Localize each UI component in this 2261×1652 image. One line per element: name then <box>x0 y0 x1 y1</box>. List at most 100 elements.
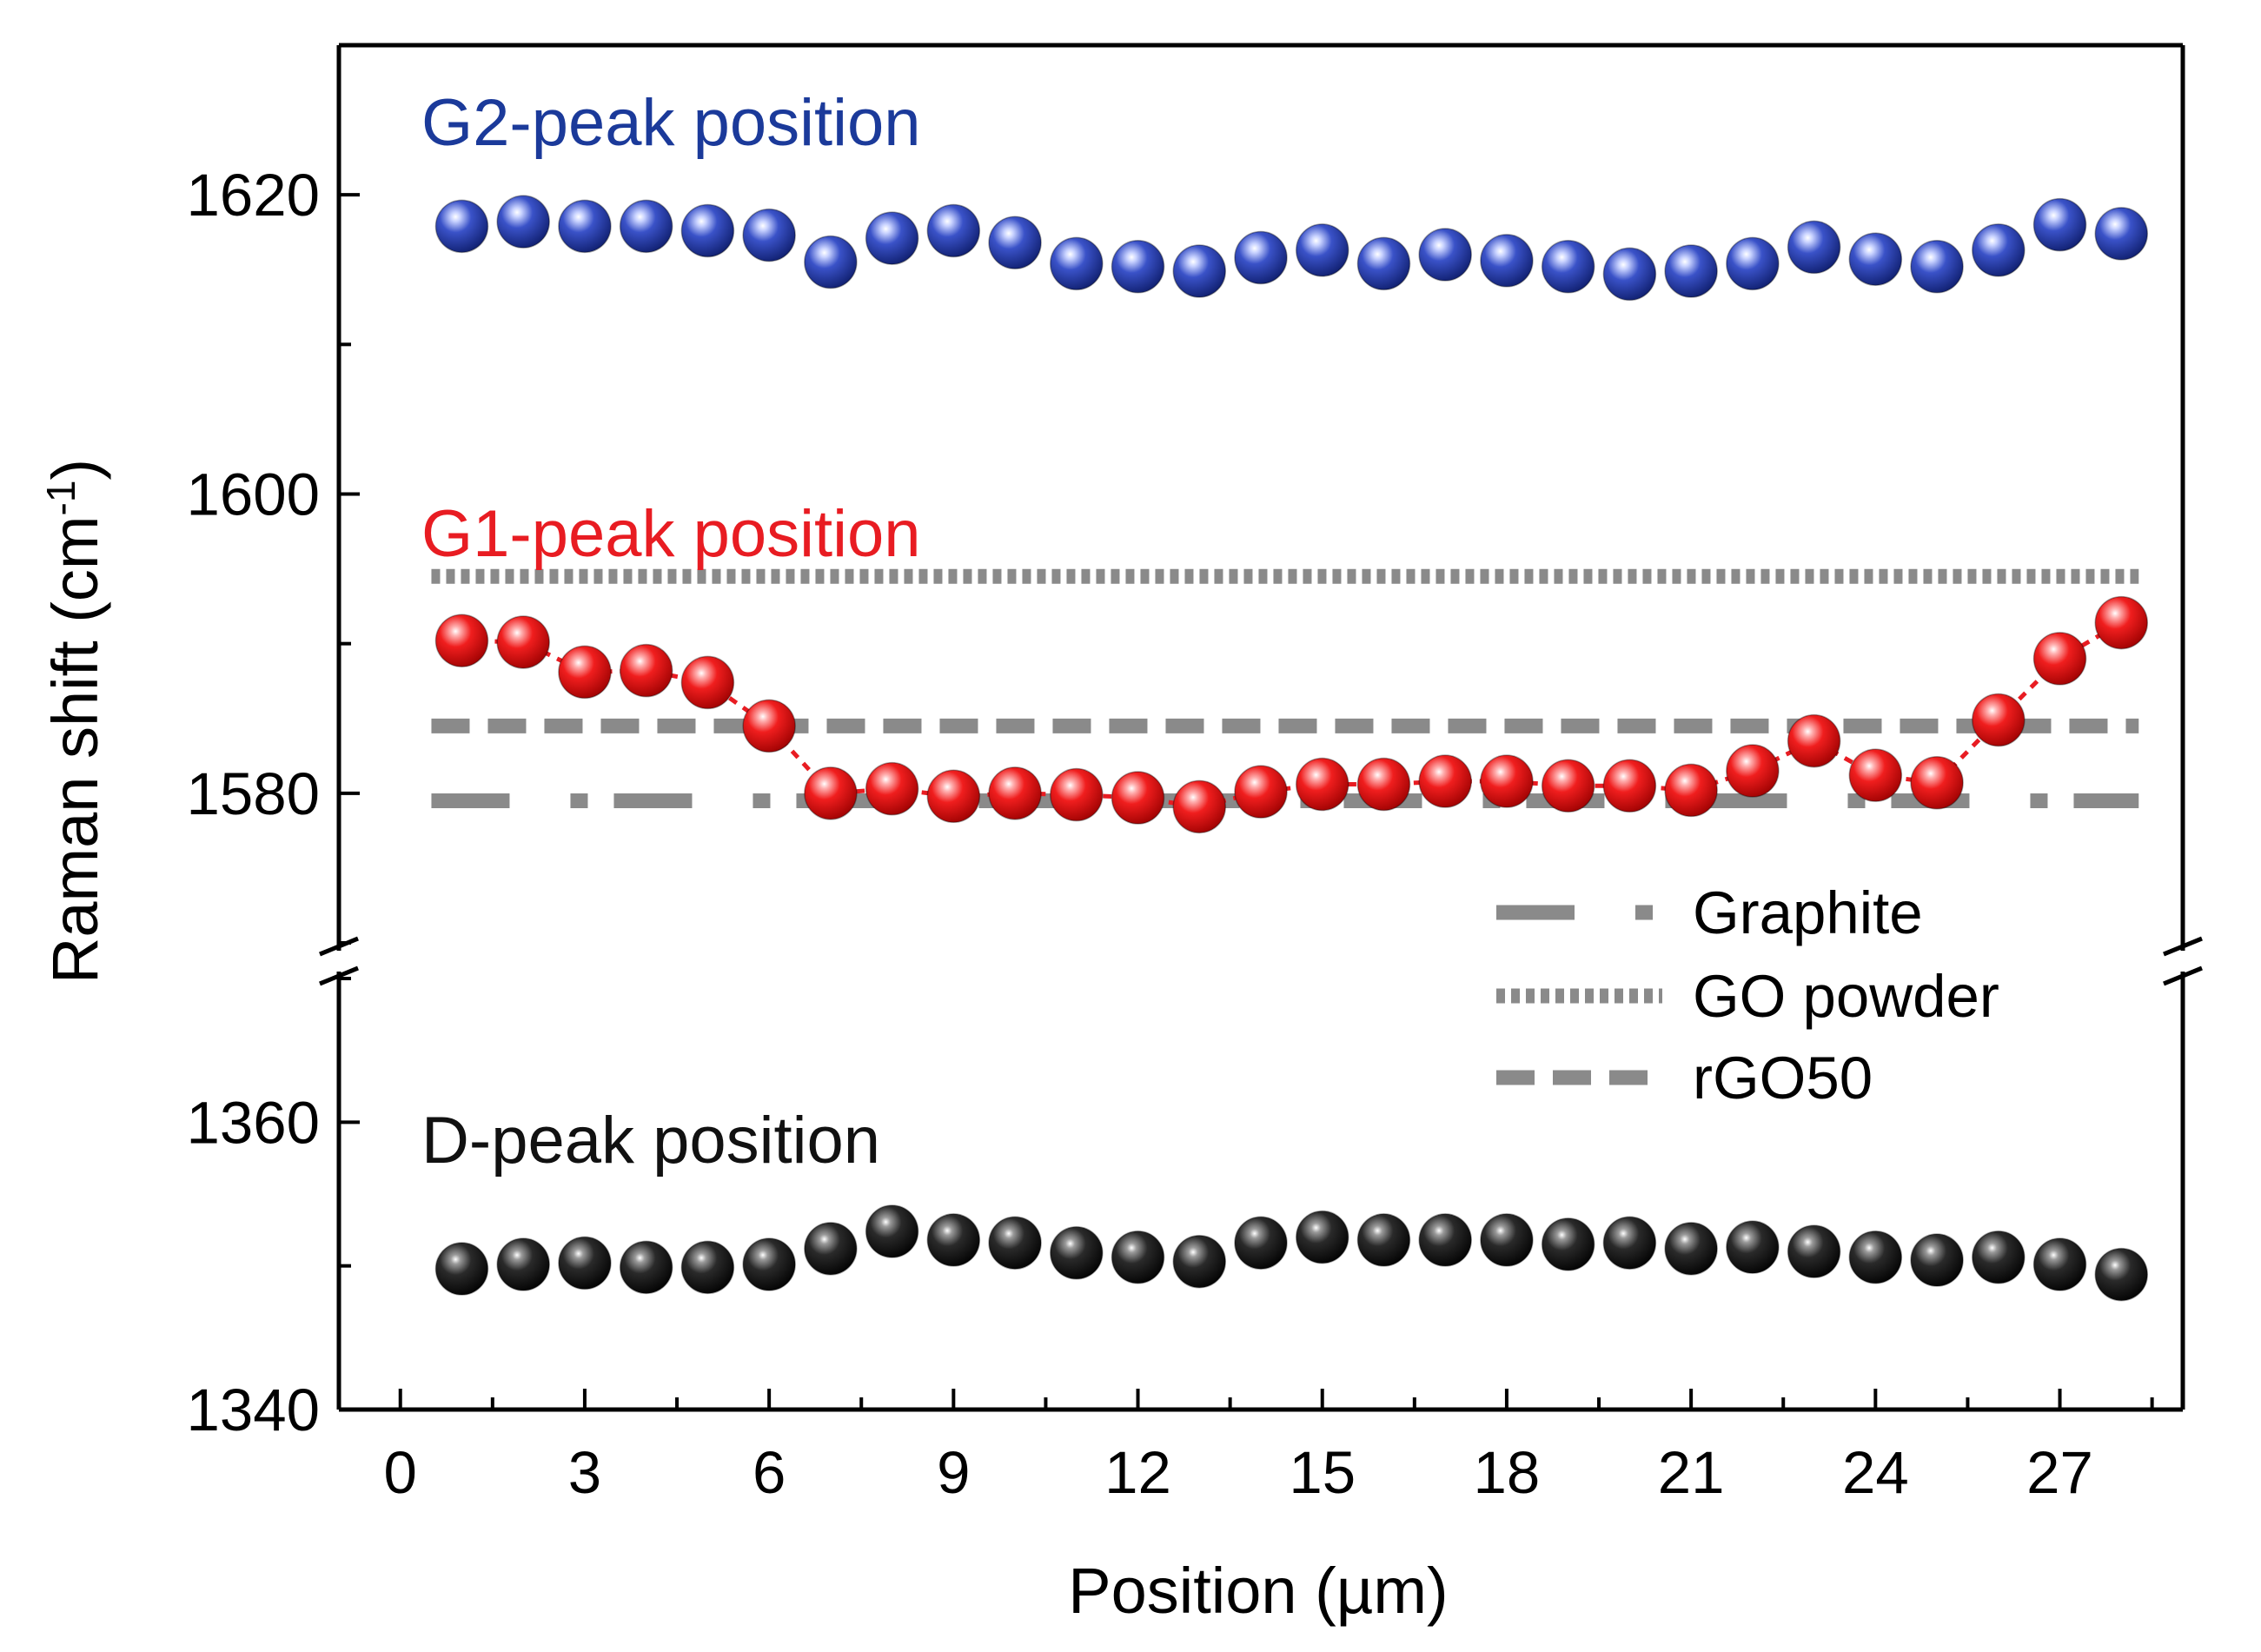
g2-point <box>1848 232 1903 286</box>
annotation-d: D-peak position <box>421 1104 880 1178</box>
axis-labels: 0 3 6 9 12 15 18 21 24 27 1620 1600 1580 1360 1340 <box>187 162 2093 1506</box>
g2-point <box>558 199 612 254</box>
g2-point <box>1356 236 1411 291</box>
d-point <box>619 1240 673 1295</box>
g1-point <box>1234 765 1288 819</box>
g1-point <box>1848 748 1903 802</box>
d-point <box>2032 1237 2087 1291</box>
g2-point <box>988 216 1042 270</box>
annotation-g2: G2-peak position <box>421 86 921 160</box>
d-point <box>434 1242 489 1296</box>
d-point <box>558 1236 612 1290</box>
g1-point <box>865 761 919 816</box>
g1-point <box>1172 780 1227 834</box>
d-point <box>1664 1222 1718 1276</box>
g1-point <box>1356 757 1411 812</box>
y-tick-label: 1580 <box>187 760 321 827</box>
y-tick-label: 1600 <box>187 461 321 528</box>
x-tick-label: 9 <box>937 1439 970 1506</box>
axis-ticks <box>339 43 2154 1411</box>
data-markers <box>434 195 2149 1302</box>
x-tick-label: 15 <box>1289 1439 1356 1506</box>
y-axis-title-main: Raman shift (cm <box>39 515 111 984</box>
g1-point <box>558 645 612 700</box>
d-point <box>1910 1233 1964 1287</box>
g1-point <box>1480 754 1534 808</box>
g1-point <box>1541 759 1595 813</box>
d-point <box>865 1204 919 1258</box>
g1-point <box>2094 595 2149 650</box>
d-point <box>2094 1247 2149 1302</box>
d-point <box>988 1216 1042 1270</box>
g2-point <box>1480 234 1534 288</box>
g1-point <box>1602 759 1657 813</box>
g2-point <box>1541 240 1595 294</box>
d-point <box>1295 1210 1349 1264</box>
g1-point <box>1050 767 1104 822</box>
x-tick-label: 0 <box>384 1439 417 1506</box>
y-tick-label: 1340 <box>187 1377 321 1443</box>
d-point <box>804 1222 858 1276</box>
x-tick-label: 18 <box>1474 1439 1541 1506</box>
y-tick-label: 1620 <box>187 162 321 229</box>
d-point <box>742 1237 796 1291</box>
g1-point <box>434 614 489 667</box>
g1-point <box>1418 754 1472 808</box>
g2-point <box>1664 244 1718 298</box>
g1-point <box>804 766 858 820</box>
series-line-1 <box>461 620 2123 809</box>
g1-connector-line <box>461 620 2123 809</box>
g1-point <box>680 655 735 710</box>
g1-point <box>988 766 1042 820</box>
x-tick-label: 21 <box>1658 1439 1725 1506</box>
legend-item-rgo50: rGO50 <box>1496 1045 1873 1111</box>
g2-point <box>619 199 673 254</box>
reference-lines <box>431 568 2139 808</box>
g2-point <box>1910 240 1964 294</box>
d-point <box>926 1213 981 1267</box>
d-point <box>1234 1216 1288 1270</box>
d-point <box>1787 1224 1841 1278</box>
x-tick-label: 27 <box>2026 1439 2093 1506</box>
g2-point <box>496 195 550 249</box>
y-axis-title-close: ) <box>39 459 111 481</box>
g2-point <box>1111 240 1165 294</box>
g1-point <box>496 615 550 669</box>
y-axis-title-sup: -1 <box>38 481 83 516</box>
d-point <box>1541 1217 1595 1271</box>
axis-break-left-a <box>319 936 359 957</box>
g1-point <box>2032 632 2087 686</box>
axis-break-left-b <box>319 965 359 986</box>
d-point <box>1111 1230 1165 1284</box>
d-point <box>1172 1234 1227 1289</box>
d-point <box>1972 1230 2026 1284</box>
g2-point <box>1972 223 2026 277</box>
x-tick-label: 12 <box>1104 1439 1171 1506</box>
g1-point <box>1295 757 1349 812</box>
y-tick-label: 1360 <box>187 1089 321 1156</box>
annotation-g1: G1-peak position <box>421 497 921 571</box>
g2-point <box>1172 244 1227 298</box>
legend-label-graphite: Graphite <box>1693 879 1923 946</box>
g1-point <box>1910 756 1964 810</box>
x-axis-title: Position (µm) <box>1068 1555 1448 1627</box>
g2-point <box>1050 236 1104 291</box>
legend-item-go-powder: GO powder <box>1496 963 1999 1030</box>
g1-point <box>742 699 796 753</box>
g2-point <box>1418 228 1472 282</box>
g1-point <box>619 643 673 698</box>
d-point <box>1480 1213 1534 1267</box>
g1-point <box>1111 771 1165 825</box>
g2-point <box>865 211 919 265</box>
g2-point <box>2032 197 2087 252</box>
d-point <box>1356 1213 1411 1267</box>
y-axis-title: Raman shift (cm-1) <box>38 459 111 984</box>
legend-item-graphite: Graphite <box>1496 879 1923 946</box>
d-point <box>1602 1216 1657 1270</box>
g2-point <box>680 203 735 258</box>
x-tick-label: 3 <box>568 1439 601 1506</box>
g2-point <box>1295 223 1349 277</box>
d-point <box>496 1237 550 1291</box>
g2-point <box>1787 220 1841 275</box>
